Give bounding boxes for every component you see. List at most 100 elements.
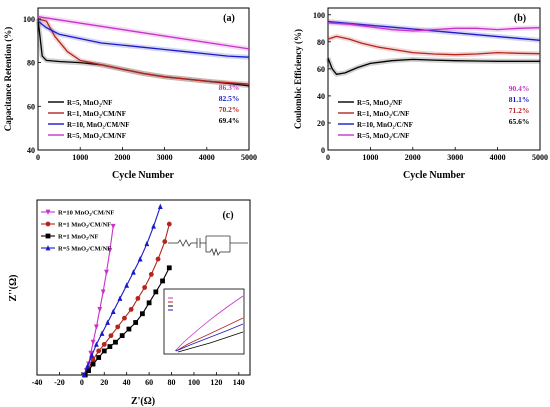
nyquist-point (166, 221, 172, 227)
nyquist-point (144, 240, 150, 247)
legend-label: R=5, MnO₂/C/NF (357, 132, 409, 140)
panel-c-x-tick-label: 0 (80, 378, 84, 387)
nyquist-point (104, 269, 109, 276)
panel-b-x-tick-label: 1000 (362, 153, 378, 162)
nyquist-point (97, 306, 103, 313)
legend-marker (45, 233, 51, 239)
panel-a-y-tick-label: 60 (27, 102, 35, 111)
panel-a-y-axis-label: Capacitance Retention (%) (3, 27, 13, 131)
nyquist-point (94, 324, 99, 330)
panel-a-y-tick-label: 100 (23, 15, 35, 24)
panel-a-x-tick-label: 1000 (72, 153, 88, 162)
nyquist-point (107, 344, 113, 349)
inset-series-r1-nf (177, 331, 244, 353)
nyquist-point (146, 300, 152, 306)
series-line-2 (37, 20, 250, 58)
panel-c-x-tick-label: 140 (233, 378, 245, 387)
nyquist-point (153, 289, 159, 295)
panel-c-label: (c) (222, 210, 233, 221)
nyquist-point (108, 333, 114, 339)
inset-frame (163, 288, 245, 355)
nyquist-point (107, 247, 113, 254)
panel-c-y-axis-label: Z''(Ω) (8, 275, 19, 302)
panel-b-y-tick-label: 100 (313, 11, 325, 20)
series-line-1 (37, 18, 250, 85)
inset-series-r10 (174, 295, 244, 352)
nyquist-point (89, 352, 95, 358)
panel-a-y-tick-label: 40 (27, 146, 35, 155)
nyquist-point (90, 357, 96, 363)
final-value-label: 90.4% (509, 84, 530, 93)
panel-c-chart: -40 -20 0 20 40 60 80 100 120 140 (c) Z'(Ω) Z''(Ω… (8, 199, 251, 407)
nyquist-point (85, 363, 90, 369)
legend-label: R=10, MnO₂/C/NF (357, 121, 413, 129)
nyquist-point (110, 308, 116, 314)
panel-b-y-tick-label: 20 (317, 119, 325, 128)
legend-label: R=10, MnO₂/CM/NF (67, 121, 129, 129)
final-value-label: 82.5% (219, 94, 240, 103)
panel-c-x-tick-label: 20 (100, 378, 108, 387)
legend-marker (45, 221, 51, 227)
nyquist-point (162, 239, 168, 244)
panel-a-final-values: 86.3% 82.5% 70.2% 69.4% (219, 83, 240, 125)
panel-a-x-tick-label: 2000 (114, 153, 130, 162)
panel-b-legend: R=5, MnO₂/NF R=1, MnO₂/C/NF R=10, MnO₂/C/N… (338, 99, 413, 140)
legend-label: R=5, MnO₂/NF (67, 99, 112, 107)
nyquist-point (90, 361, 96, 367)
nyquist-point (151, 223, 156, 229)
nyquist-point (94, 341, 99, 347)
inset-legend (168, 297, 173, 311)
panel-b-x-axis-label: Cycle Number (403, 170, 465, 181)
nyquist-point (137, 256, 143, 262)
panel-c-axes: -40 -20 0 20 40 60 80 100 120 140 (32, 372, 245, 387)
legend-label: R=1, MnO₂/C/NF (357, 110, 409, 118)
nyquist-point (126, 326, 132, 332)
panel-c-x-tick-label: 60 (145, 378, 153, 387)
panel-a-x-tick-label: 3000 (157, 153, 173, 162)
panel-b-plot-area (325, 19, 541, 77)
nyquist-point (99, 330, 105, 336)
final-value-label: 65.6% (509, 117, 530, 126)
panel-b-chart: 0 1000 2000 3000 4000 5000 0 20 40 60 80 100 (b) Cy… (293, 7, 548, 181)
nyquist-point (142, 285, 148, 290)
equivalent-circuit-diagram (168, 235, 248, 257)
series-line-0 (327, 57, 540, 75)
final-value-label: 86.3% (219, 83, 240, 92)
panel-a-x-tick-label: 4000 (199, 153, 215, 162)
nyquist-point (101, 341, 107, 347)
panel-a-plot-frame (37, 7, 250, 151)
panel-b-label: (b) (514, 13, 526, 24)
nyquist-point (100, 289, 106, 295)
nyquist-point (105, 319, 111, 325)
panel-c-x-tick-label: 100 (188, 378, 200, 387)
panel-a-label: (a) (223, 13, 235, 24)
panel-c-inset-chart (163, 288, 245, 355)
series-noise-band (37, 16, 250, 87)
inset-series-r5 (175, 323, 244, 352)
nyquist-point (122, 315, 127, 321)
nyquist-point (96, 348, 102, 354)
panel-a-axes: 0 1000 2000 3000 4000 5000 40 60 80 100 (23, 15, 257, 162)
series-line-2 (327, 20, 541, 41)
nyquist-point (115, 324, 121, 330)
panel-c-x-tick-label: 80 (168, 378, 176, 387)
final-value-label: 81.1% (509, 95, 530, 104)
panel-a-legend: R=5, MnO₂/NF R=1, MnO₂/CM/NF R=10, MnO₂/CM… (48, 99, 129, 140)
nyquist-point (139, 311, 145, 317)
panel-c-x-axis-label: Z'(Ω) (131, 396, 155, 407)
panel-a-x-axis-label: Cycle Number (112, 170, 174, 181)
nyquist-point (135, 296, 141, 301)
panel-b-x-tick-label: 3000 (447, 153, 463, 162)
nyquist-point (124, 282, 130, 288)
legend-label: R=1 MnO₂/CM/NF (58, 222, 111, 229)
legend-marker (45, 245, 51, 251)
series-line-3 (37, 16, 250, 50)
panel-b-plot-frame (327, 7, 541, 151)
nyquist-point (166, 265, 172, 271)
panel-b-axes: 0 1000 2000 3000 4000 5000 0 20 40 60 80 100 (313, 11, 548, 162)
panel-c-x-tick-label: -40 (32, 378, 43, 387)
nyquist-point (90, 339, 96, 346)
panel-c-plot-frame (36, 199, 251, 376)
legend-label: R=5, MnO₂/NF (357, 99, 402, 107)
inset-series-r1-cm (175, 317, 244, 352)
